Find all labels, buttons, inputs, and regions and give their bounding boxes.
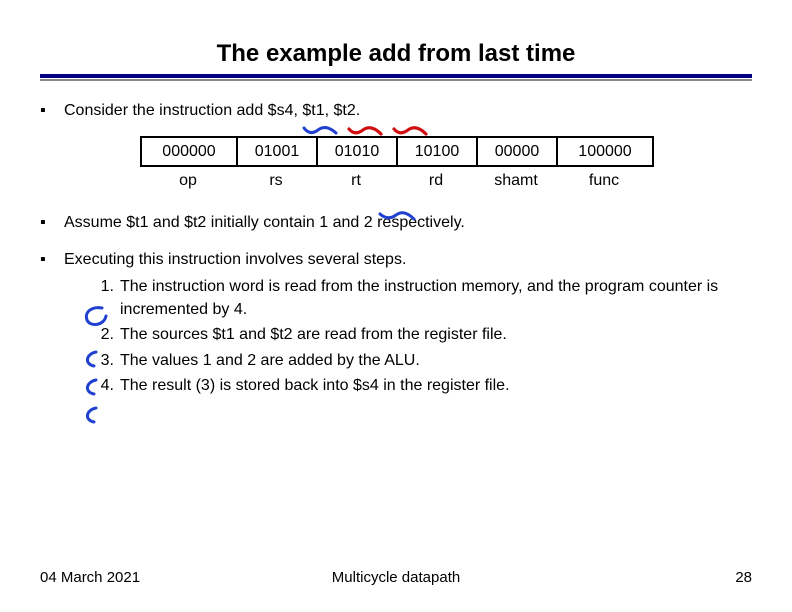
consider-instruction: add $s4, $t1, $t2. xyxy=(237,102,361,119)
list-item: 2. The sources $t1 and $t2 are read from… xyxy=(94,323,752,346)
cell-op: 000000 xyxy=(141,137,237,166)
list-item: 3. The values 1 and 2 are added by the A… xyxy=(94,349,752,372)
step-number: 1. xyxy=(94,275,120,321)
bullet-text: Executing this instruction involves seve… xyxy=(64,248,752,271)
field-labels-row: op rs rt rd shamt func xyxy=(140,169,752,192)
bullet-marker: ▪ xyxy=(40,211,64,234)
instruction-encoding-table: 000000 01001 01010 10100 00000 100000 op… xyxy=(140,136,752,192)
slide-footer: 04 March 2021 Multicycle datapath 28 xyxy=(40,569,752,586)
bullet-executing: ▪ Executing this instruction involves se… xyxy=(40,248,752,271)
slide-title: The example add from last time xyxy=(40,40,752,68)
consider-prefix: Consider the instruction xyxy=(64,102,237,119)
step-text: The sources $t1 and $t2 are read from th… xyxy=(120,323,752,346)
step-text: The instruction word is read from the in… xyxy=(120,275,752,321)
label-rd: rd xyxy=(396,169,476,192)
cell-rd: 10100 xyxy=(397,137,477,166)
bullet-marker: ▪ xyxy=(40,248,64,271)
step-text: The values 1 and 2 are added by the ALU. xyxy=(120,349,752,372)
cell-shamt: 00000 xyxy=(477,137,557,166)
bullet-text: Assume $t1 and $t2 initially contain 1 a… xyxy=(64,211,752,234)
bullet-consider: ▪ Consider the instruction add $s4, $t1,… xyxy=(40,99,752,122)
label-shamt: shamt xyxy=(476,169,556,192)
step-text: The result (3) is stored back into $s4 i… xyxy=(120,374,752,397)
footer-title: Multicycle datapath xyxy=(40,569,752,586)
bullet-text: Consider the instruction add $s4, $t1, $… xyxy=(64,99,752,122)
label-op: op xyxy=(140,169,236,192)
cell-rs: 01001 xyxy=(237,137,317,166)
list-item: 4. The result (3) is stored back into $s… xyxy=(94,374,752,397)
title-underline xyxy=(40,74,752,81)
step-number: 2. xyxy=(94,323,120,346)
label-func: func xyxy=(556,169,652,192)
steps-list: 1. The instruction word is read from the… xyxy=(94,275,752,397)
cell-rt: 01010 xyxy=(317,137,397,166)
label-rs: rs xyxy=(236,169,316,192)
encoding-table: 000000 01001 01010 10100 00000 100000 xyxy=(140,136,654,167)
bullet-marker: ▪ xyxy=(40,99,64,122)
list-item: 1. The instruction word is read from the… xyxy=(94,275,752,321)
step-number: 4. xyxy=(94,374,120,397)
label-rt: rt xyxy=(316,169,396,192)
step-number: 3. xyxy=(94,349,120,372)
cell-func: 100000 xyxy=(557,137,653,166)
bullet-assume: ▪ Assume $t1 and $t2 initially contain 1… xyxy=(40,211,752,234)
